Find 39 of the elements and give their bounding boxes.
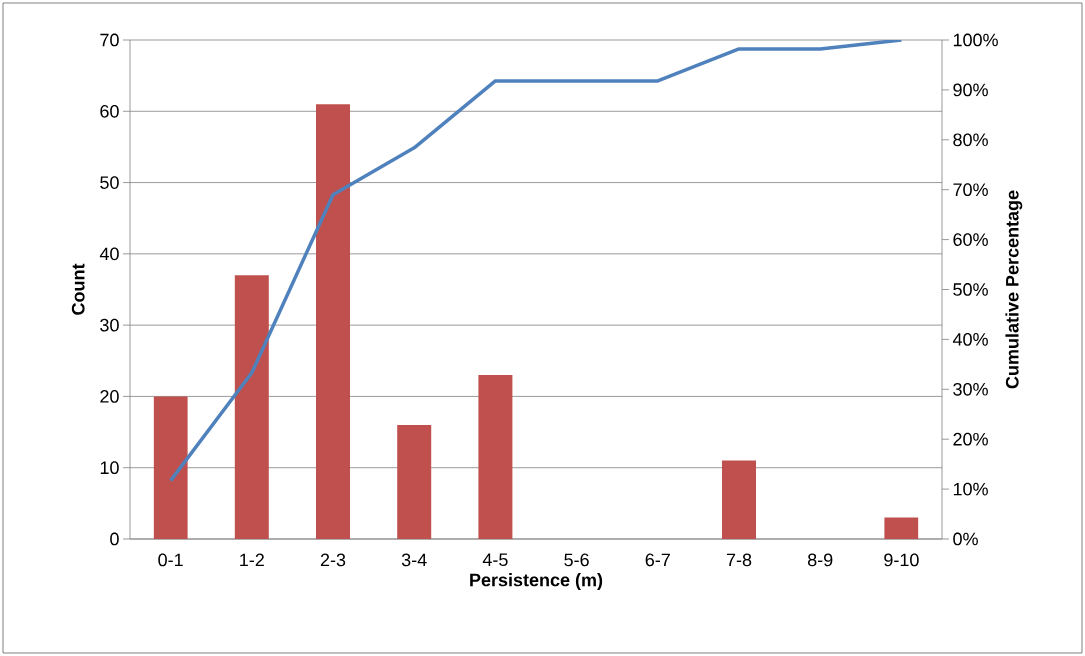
x-tick-label: 2-3 bbox=[320, 553, 346, 567]
y2-tick-label: 80% bbox=[953, 133, 988, 147]
y-axis-title: Count bbox=[71, 263, 85, 315]
bar bbox=[153, 396, 188, 539]
x-tick-label: 0-1 bbox=[158, 553, 183, 567]
x-tick-label: 5-6 bbox=[564, 553, 589, 567]
bar bbox=[397, 424, 432, 539]
y2-tick-label: 0% bbox=[953, 532, 978, 546]
bar bbox=[884, 517, 919, 539]
y-tick-label: 40 bbox=[99, 247, 119, 261]
y-tick-label: 70 bbox=[100, 33, 119, 47]
y2-tick-label: 50% bbox=[953, 283, 988, 296]
y-tick-label: 20 bbox=[100, 390, 119, 403]
y2-tick-label: 10% bbox=[953, 482, 988, 496]
x-tick-label: 6-7 bbox=[645, 553, 670, 567]
y2-tick-label: 90% bbox=[953, 83, 988, 97]
y-tick-label: 0 bbox=[110, 532, 119, 546]
y2-axis-title: Cumulative Percentage bbox=[1005, 190, 1023, 389]
y2-tick-label: 20% bbox=[953, 432, 988, 446]
y-tick-label: 60 bbox=[100, 104, 119, 118]
x-tick-label: 9-10 bbox=[884, 553, 919, 567]
y2-tick-label: 60% bbox=[953, 233, 988, 246]
y-tick-label: 50 bbox=[100, 176, 119, 189]
y2-tick-label: 100% bbox=[953, 33, 998, 47]
y2-tick-label: 40% bbox=[952, 333, 988, 346]
x-tick-label: 4-5 bbox=[482, 553, 508, 567]
bar bbox=[234, 275, 269, 539]
y-tick-label: 10 bbox=[100, 461, 119, 475]
x-axis-title: Persistence (m) bbox=[470, 573, 603, 590]
y-tick-label: 30 bbox=[100, 318, 119, 332]
x-tick-label: 7-8 bbox=[726, 553, 752, 567]
x-tick-label: 8-9 bbox=[807, 553, 833, 567]
y2-tick-label: 70% bbox=[953, 183, 988, 197]
bar bbox=[722, 460, 756, 539]
y2-tick-label: 30% bbox=[953, 382, 988, 396]
x-tick-label: 3-4 bbox=[401, 553, 427, 567]
bar bbox=[316, 104, 351, 539]
bar bbox=[478, 375, 513, 539]
x-tick-label: 1-2 bbox=[240, 553, 264, 567]
